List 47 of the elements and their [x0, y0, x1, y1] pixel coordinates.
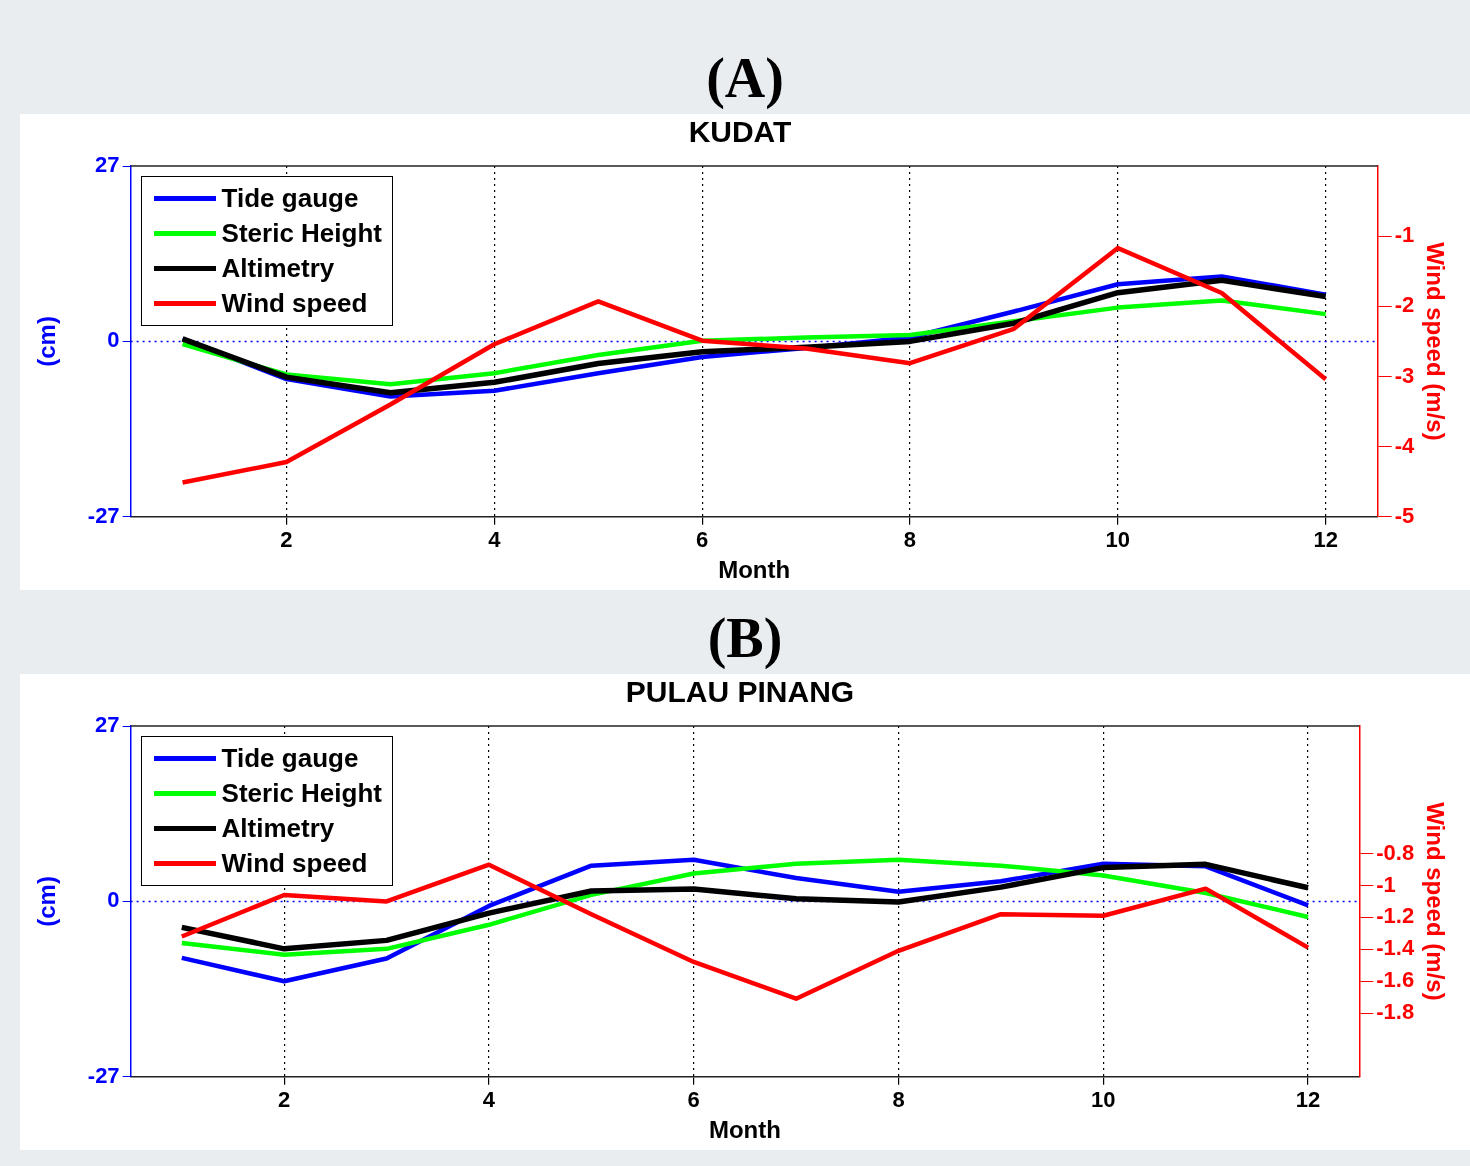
y2-axis-title: Wind speed (m/s): [1421, 802, 1449, 1001]
y-axis-title: (cm): [33, 876, 61, 927]
y2-tick-label: -2: [1394, 292, 1415, 318]
y2-tick-label: -1.4: [1376, 935, 1415, 961]
y2-tick-label: -5: [1394, 502, 1415, 528]
x-tick-label: 2: [280, 527, 293, 553]
y2-tick-label: -4: [1394, 432, 1415, 458]
y-tick-label: 0: [107, 887, 120, 913]
x-tick-label: 6: [687, 1087, 700, 1113]
text: (B): [706, 606, 784, 671]
x-axis-title: Month: [708, 1116, 781, 1144]
x-tick-label: 8: [892, 1087, 905, 1113]
legend-label: Altimetry: [221, 253, 335, 284]
legend-label: Altimetry: [221, 813, 335, 844]
x-tick-label: 6: [696, 527, 709, 553]
x-axis-title: Month: [718, 556, 791, 584]
x-tick-label: 2: [278, 1087, 291, 1113]
text: (A): [705, 46, 785, 111]
y2-tick-label: -1.6: [1376, 967, 1415, 993]
legend-label: Tide gauge: [221, 183, 359, 214]
y-tick-label: 27: [95, 152, 120, 178]
legend-label: Wind speed: [221, 848, 368, 879]
x-tick-label: 12: [1295, 1087, 1321, 1113]
y-tick-label: 0: [107, 327, 120, 353]
y2-tick-label: -1.2: [1376, 903, 1415, 929]
x-tick-label: 4: [488, 527, 502, 553]
x-tick-label: 10: [1105, 527, 1131, 553]
legend-label: Wind speed: [221, 288, 368, 319]
y2-tick-label: -1.8: [1376, 999, 1415, 1025]
legend-label: Steric Height: [221, 218, 382, 249]
legend-label: Tide gauge: [221, 743, 359, 774]
legend-label: Steric Height: [221, 778, 382, 809]
y-axis-title: (cm): [33, 316, 61, 367]
y2-tick-label: -1: [1376, 871, 1396, 897]
x-tick-label: 8: [903, 527, 917, 553]
y-tick-label: 27: [95, 712, 120, 738]
y-tick-label: -27: [87, 502, 120, 528]
y2-axis-title: Wind speed (m/s): [1421, 242, 1449, 441]
chart-title: KUDAT: [688, 115, 792, 149]
x-tick-label: 4: [482, 1087, 496, 1113]
x-tick-label: 12: [1313, 527, 1338, 553]
y-tick-label: -27: [87, 1062, 120, 1088]
x-tick-label: 10: [1091, 1087, 1116, 1113]
y2-tick-label: -1: [1394, 222, 1415, 248]
y2-tick-label: -3: [1394, 362, 1415, 388]
chart-title: PULAU PINANG: [625, 675, 855, 709]
y2-tick-label: -0.8: [1376, 839, 1415, 865]
